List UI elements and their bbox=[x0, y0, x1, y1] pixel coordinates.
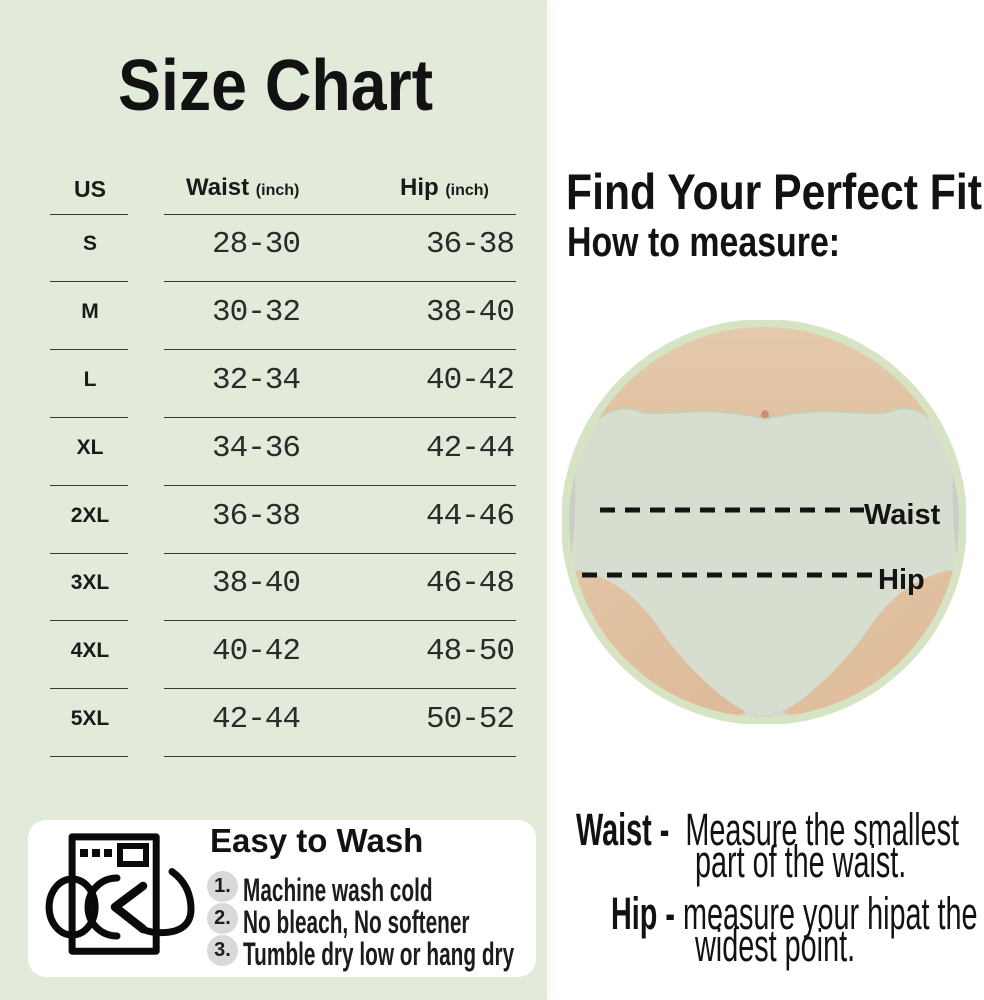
svg-text:Waist: Waist bbox=[864, 499, 941, 531]
svg-text:Hip: Hip bbox=[878, 564, 925, 596]
